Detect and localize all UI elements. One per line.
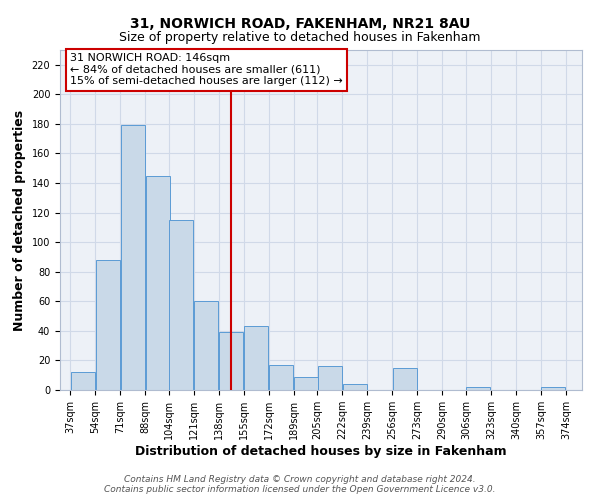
Bar (121, 126, 145, 390)
Bar (244, 326, 268, 390)
Y-axis label: Number of detached properties: Number of detached properties (13, 110, 26, 330)
Bar (541, 387, 565, 390)
Bar (393, 368, 417, 390)
Bar (269, 365, 293, 390)
Text: 31 NORWICH ROAD: 146sqm
← 84% of detached houses are smaller (611)
15% of semi-d: 31 NORWICH ROAD: 146sqm ← 84% of detache… (70, 53, 343, 86)
Bar (343, 384, 367, 390)
Bar (194, 302, 218, 390)
Text: Size of property relative to detached houses in Fakenham: Size of property relative to detached ho… (119, 31, 481, 44)
Bar (318, 366, 342, 390)
Bar (71, 372, 95, 390)
X-axis label: Distribution of detached houses by size in Fakenham: Distribution of detached houses by size … (135, 445, 507, 458)
Bar (294, 376, 319, 390)
Bar (466, 387, 490, 390)
Text: Contains HM Land Registry data © Crown copyright and database right 2024.
Contai: Contains HM Land Registry data © Crown c… (104, 474, 496, 494)
Bar (146, 176, 170, 390)
Bar (169, 220, 193, 390)
Bar (96, 260, 120, 390)
Text: 31, NORWICH ROAD, FAKENHAM, NR21 8AU: 31, NORWICH ROAD, FAKENHAM, NR21 8AU (130, 18, 470, 32)
Bar (219, 332, 244, 390)
